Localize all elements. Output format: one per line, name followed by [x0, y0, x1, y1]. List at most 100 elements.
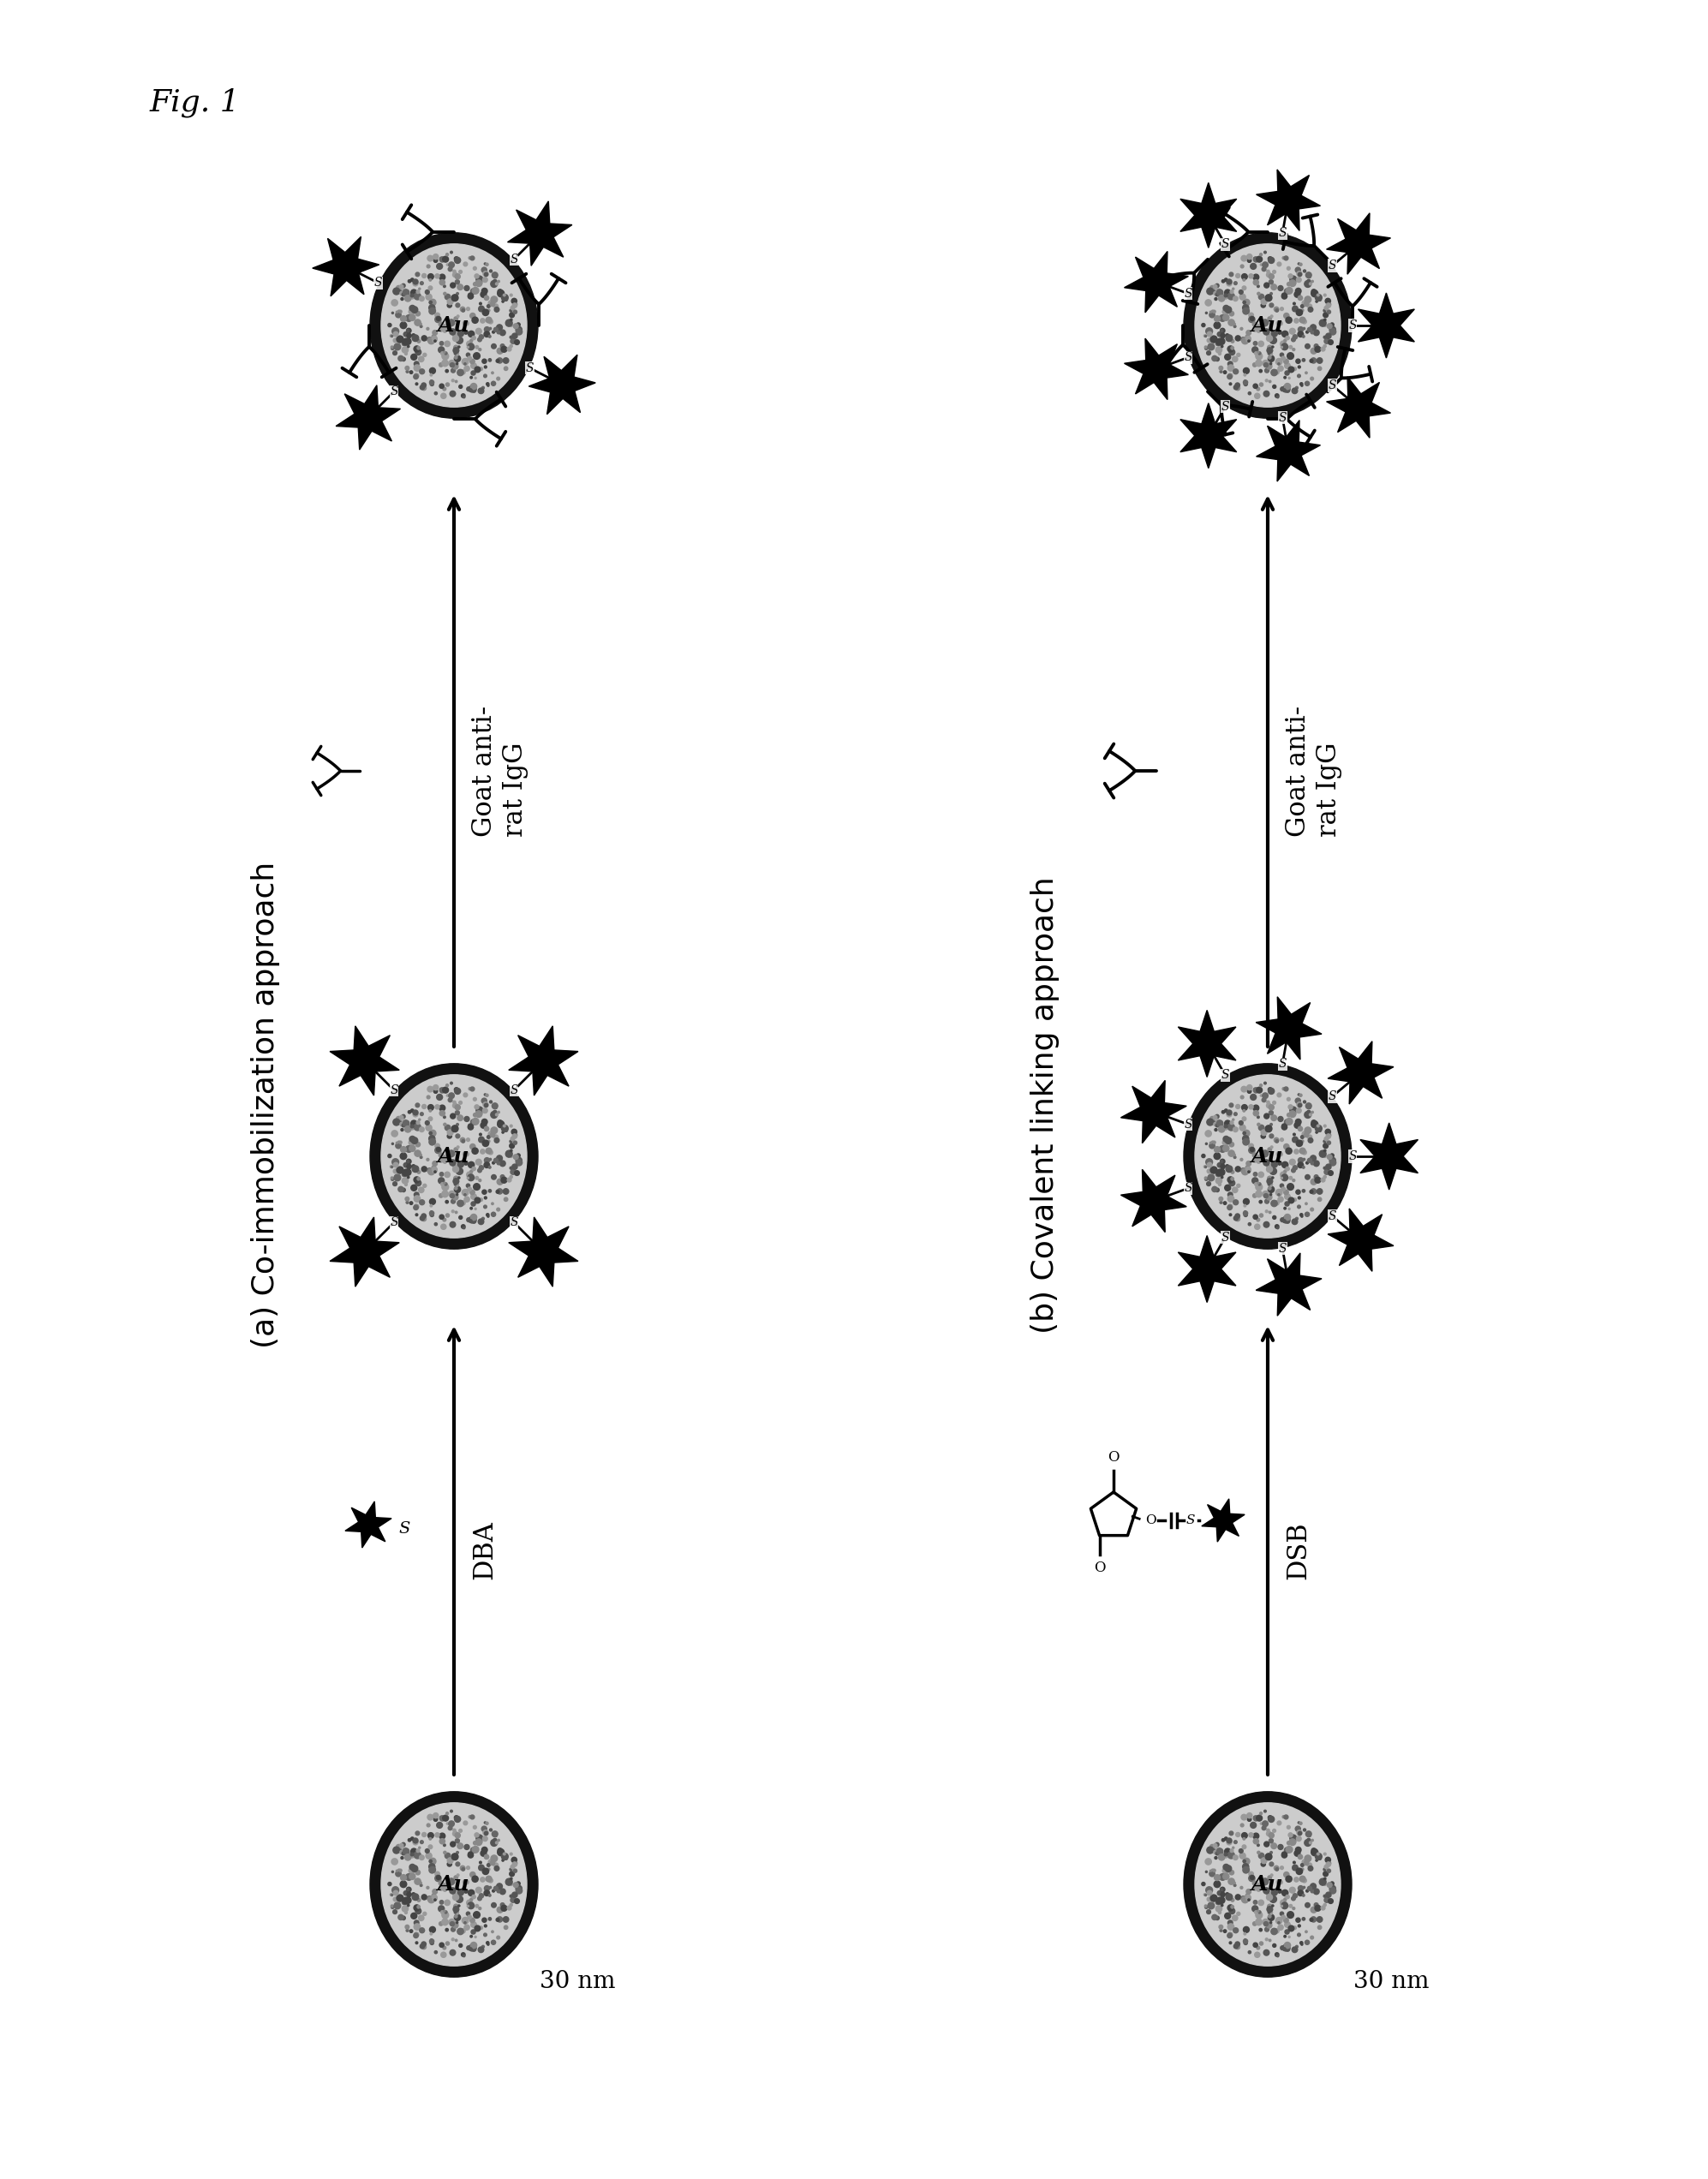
Circle shape: [1324, 1872, 1329, 1876]
Circle shape: [422, 1944, 427, 1950]
Circle shape: [1257, 388, 1261, 390]
Circle shape: [1218, 331, 1221, 336]
Circle shape: [1213, 1116, 1218, 1120]
Circle shape: [1296, 1218, 1298, 1220]
Circle shape: [480, 1148, 485, 1155]
Circle shape: [506, 1151, 512, 1157]
Circle shape: [391, 1859, 398, 1865]
Circle shape: [461, 1225, 465, 1229]
Circle shape: [1230, 290, 1233, 294]
Text: O: O: [1144, 1514, 1156, 1525]
Circle shape: [1269, 303, 1274, 307]
Circle shape: [494, 1887, 499, 1891]
Circle shape: [442, 1183, 449, 1190]
Circle shape: [494, 1865, 499, 1872]
Circle shape: [1288, 1120, 1291, 1124]
Circle shape: [412, 1865, 418, 1872]
Circle shape: [1213, 1915, 1218, 1920]
Circle shape: [422, 1214, 425, 1218]
Circle shape: [454, 1111, 459, 1116]
Circle shape: [1249, 1146, 1255, 1153]
Circle shape: [439, 1194, 442, 1198]
Circle shape: [1283, 1852, 1286, 1857]
Circle shape: [439, 1839, 446, 1843]
Circle shape: [456, 1146, 459, 1148]
Circle shape: [393, 1891, 398, 1896]
Circle shape: [1226, 333, 1228, 338]
Circle shape: [417, 346, 420, 349]
Circle shape: [487, 1135, 490, 1140]
Circle shape: [490, 281, 497, 288]
Circle shape: [500, 1904, 507, 1911]
Circle shape: [437, 1094, 442, 1100]
Circle shape: [1329, 1157, 1336, 1164]
Circle shape: [1266, 362, 1269, 364]
Circle shape: [1235, 386, 1240, 390]
Circle shape: [417, 1177, 420, 1181]
Circle shape: [470, 388, 471, 392]
Circle shape: [488, 336, 490, 338]
Circle shape: [478, 1839, 482, 1843]
Circle shape: [422, 384, 425, 388]
Circle shape: [1216, 1898, 1223, 1904]
Circle shape: [420, 281, 424, 285]
Circle shape: [466, 1900, 473, 1907]
Circle shape: [405, 1874, 412, 1880]
Circle shape: [497, 1850, 504, 1857]
Circle shape: [1230, 1909, 1235, 1913]
Circle shape: [1254, 342, 1257, 344]
Circle shape: [454, 1839, 459, 1843]
Circle shape: [454, 355, 461, 362]
Circle shape: [482, 1218, 485, 1220]
Circle shape: [494, 1137, 499, 1142]
Circle shape: [516, 1157, 518, 1159]
Circle shape: [1283, 1218, 1286, 1222]
Circle shape: [413, 1933, 418, 1937]
Circle shape: [1235, 384, 1240, 388]
Circle shape: [1208, 1891, 1213, 1896]
Circle shape: [1213, 1843, 1218, 1848]
Circle shape: [465, 1880, 468, 1885]
Circle shape: [1317, 294, 1319, 296]
Circle shape: [408, 1111, 412, 1113]
Circle shape: [444, 1900, 449, 1904]
Circle shape: [453, 270, 456, 272]
Circle shape: [470, 1218, 471, 1222]
Circle shape: [480, 1861, 482, 1863]
Circle shape: [454, 1876, 458, 1880]
Circle shape: [454, 1087, 461, 1094]
Circle shape: [465, 1116, 470, 1122]
Circle shape: [506, 299, 507, 301]
Circle shape: [1245, 1896, 1250, 1900]
Circle shape: [413, 1205, 418, 1209]
Circle shape: [395, 1174, 401, 1181]
Circle shape: [413, 362, 418, 366]
Circle shape: [1243, 1933, 1247, 1935]
Circle shape: [1296, 1946, 1298, 1948]
Circle shape: [1301, 301, 1307, 305]
Circle shape: [429, 1131, 432, 1135]
Circle shape: [422, 1166, 427, 1172]
Circle shape: [1264, 1113, 1269, 1118]
Circle shape: [1329, 1898, 1334, 1904]
Circle shape: [1296, 1837, 1301, 1841]
Circle shape: [477, 1835, 483, 1841]
Circle shape: [1261, 1883, 1262, 1885]
Circle shape: [1243, 1198, 1249, 1205]
Circle shape: [1324, 1140, 1325, 1142]
Circle shape: [1324, 305, 1329, 309]
Circle shape: [429, 1105, 434, 1111]
Circle shape: [1284, 1922, 1290, 1928]
Text: Au: Au: [437, 316, 470, 336]
Circle shape: [1221, 1889, 1223, 1891]
Circle shape: [512, 1891, 518, 1898]
Circle shape: [511, 1898, 516, 1902]
Circle shape: [405, 1898, 412, 1904]
Circle shape: [454, 344, 458, 351]
Circle shape: [516, 1885, 523, 1891]
Circle shape: [509, 309, 512, 312]
Circle shape: [1300, 264, 1301, 266]
Circle shape: [449, 1194, 454, 1198]
Circle shape: [1245, 1894, 1250, 1898]
Circle shape: [490, 1828, 492, 1830]
